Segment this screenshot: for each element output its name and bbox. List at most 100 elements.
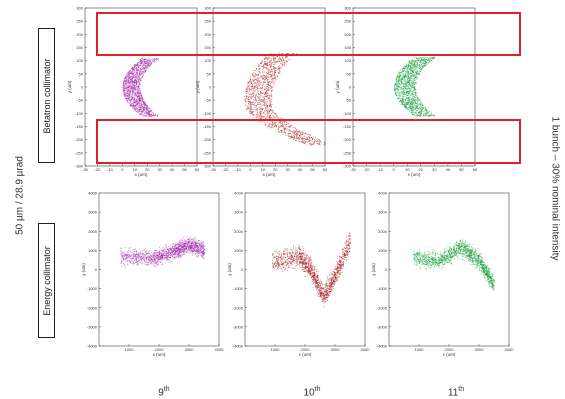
x-tick-label: 30: [157, 167, 162, 172]
y-tick-label: -150: [75, 124, 84, 129]
y-tick-label: 3000: [234, 210, 244, 215]
y-tick-label: 100: [204, 58, 211, 63]
x-tick-label: -10: [107, 167, 114, 172]
y-tick-label: 150: [344, 45, 351, 50]
y-tick-label: 4000: [88, 191, 98, 196]
y-tick-label: 250: [204, 19, 211, 24]
y-tick-label: 150: [76, 45, 83, 50]
y-axis-label: y (um): [335, 80, 340, 93]
x-tick-label: 20: [419, 167, 424, 172]
x-tick-label: 1000: [271, 347, 281, 352]
x-tick-label: 4000: [215, 347, 225, 352]
x-tick-label: 50: [459, 167, 464, 172]
y-axis-label: y (um): [195, 80, 200, 93]
y-tick-label: -100: [75, 111, 84, 116]
x-tick-label: 3000: [475, 347, 485, 352]
particle-cloud: [122, 58, 159, 117]
x-tick-label: 1000: [125, 347, 135, 352]
x-tick-label: 0: [121, 167, 124, 172]
y-tick-label: -200: [203, 137, 212, 142]
y-tick-label: 250: [76, 19, 83, 24]
x-axis-label: x (um): [408, 172, 421, 177]
y-tick-label: -200: [343, 137, 352, 142]
x-tick-label: 50: [182, 167, 187, 172]
y-tick-label: -50: [345, 98, 352, 103]
y-tick-label: 0: [95, 267, 98, 272]
y-tick-label: 300: [344, 6, 351, 11]
y-tick-label: 1000: [234, 248, 244, 253]
y-tick-label: -300: [203, 164, 212, 169]
y-tick-label: 50: [207, 71, 212, 76]
x-tick-label: 30: [432, 167, 437, 172]
x-tick-label: 60: [195, 167, 200, 172]
y-tick-label: 1000: [378, 248, 388, 253]
y-tick-label: -1000: [233, 286, 244, 291]
y-tick-label: -3000: [377, 324, 388, 329]
y-axis-label: y (um): [81, 263, 86, 276]
y-tick-label: -2000: [233, 305, 244, 310]
y-tick-label: -2000: [377, 305, 388, 310]
plot-frame: [84, 7, 198, 167]
x-tick-label: 60: [323, 167, 328, 172]
y-tick-label: 1000: [88, 248, 98, 253]
x-tick-label: 30: [285, 167, 290, 172]
x-tick-label: -30: [350, 167, 357, 172]
y-tick-label: -100: [343, 111, 352, 116]
y-tick-label: 200: [344, 32, 351, 37]
y-axis-label: y (um): [371, 263, 376, 276]
x-tick-label: 50: [310, 167, 315, 172]
x-tick-label: 60: [473, 167, 478, 172]
y-tick-label: -150: [203, 124, 212, 129]
plot-frame: [98, 192, 220, 347]
y-tick-label: -50: [77, 98, 84, 103]
particle-cloud: [244, 52, 326, 146]
y-tick-label: -150: [343, 124, 352, 129]
row-label-betatron: Betatron collimator: [38, 28, 55, 163]
x-tick-label: 0: [393, 167, 396, 172]
y-tick-label: 0: [81, 85, 84, 90]
plot-frame: [388, 192, 510, 347]
y-tick-label: 100: [76, 58, 83, 63]
y-tick-label: 100: [344, 58, 351, 63]
x-tick-label: 40: [446, 167, 451, 172]
y-tick-label: -4000: [87, 344, 98, 349]
y-tick-label: -250: [343, 150, 352, 155]
x-tick-label: 3000: [185, 347, 195, 352]
x-tick-label: -10: [235, 167, 242, 172]
x-tick-label: 4000: [505, 347, 515, 352]
row-label-energy: Energy collimator: [38, 223, 55, 338]
y-tick-label: -1000: [377, 286, 388, 291]
y-tick-label: 2000: [88, 229, 98, 234]
x-tick-label: 40: [170, 167, 175, 172]
y-tick-label: -1000: [87, 286, 98, 291]
x-tick-label: -30: [82, 167, 89, 172]
y-tick-label: -3000: [87, 324, 98, 329]
y-tick-label: -300: [75, 164, 84, 169]
y-tick-label: -4000: [377, 344, 388, 349]
y-tick-label: 3000: [88, 210, 98, 215]
y-axis-label: y (um): [67, 80, 72, 93]
particle-cloud: [413, 239, 495, 291]
highlight-box-top: [96, 12, 521, 56]
y-tick-label: 200: [204, 32, 211, 37]
y-tick-label: 0: [241, 267, 244, 272]
y-tick-label: 2000: [378, 229, 388, 234]
x-tick-label: -30: [210, 167, 217, 172]
x-tick-label: 10: [405, 167, 410, 172]
y-tick-label: 200: [76, 32, 83, 37]
x-tick-label: 20: [145, 167, 150, 172]
x-tick-label: 2000: [301, 347, 311, 352]
y-tick-label: 0: [349, 85, 352, 90]
x-tick-label: 10: [133, 167, 138, 172]
x-axis-label: x (um): [153, 352, 166, 357]
x-tick-label: 4000: [361, 347, 371, 352]
y-tick-label: 2000: [234, 229, 244, 234]
x-tick-label: 3000: [331, 347, 341, 352]
y-tick-label: 50: [79, 71, 84, 76]
column-label-10: 10th: [303, 386, 321, 399]
x-tick-label: 10: [261, 167, 266, 172]
x-axis-label: x (um): [263, 172, 276, 177]
y-tick-label: 300: [76, 6, 83, 11]
column-label-11: 11th: [447, 386, 465, 399]
